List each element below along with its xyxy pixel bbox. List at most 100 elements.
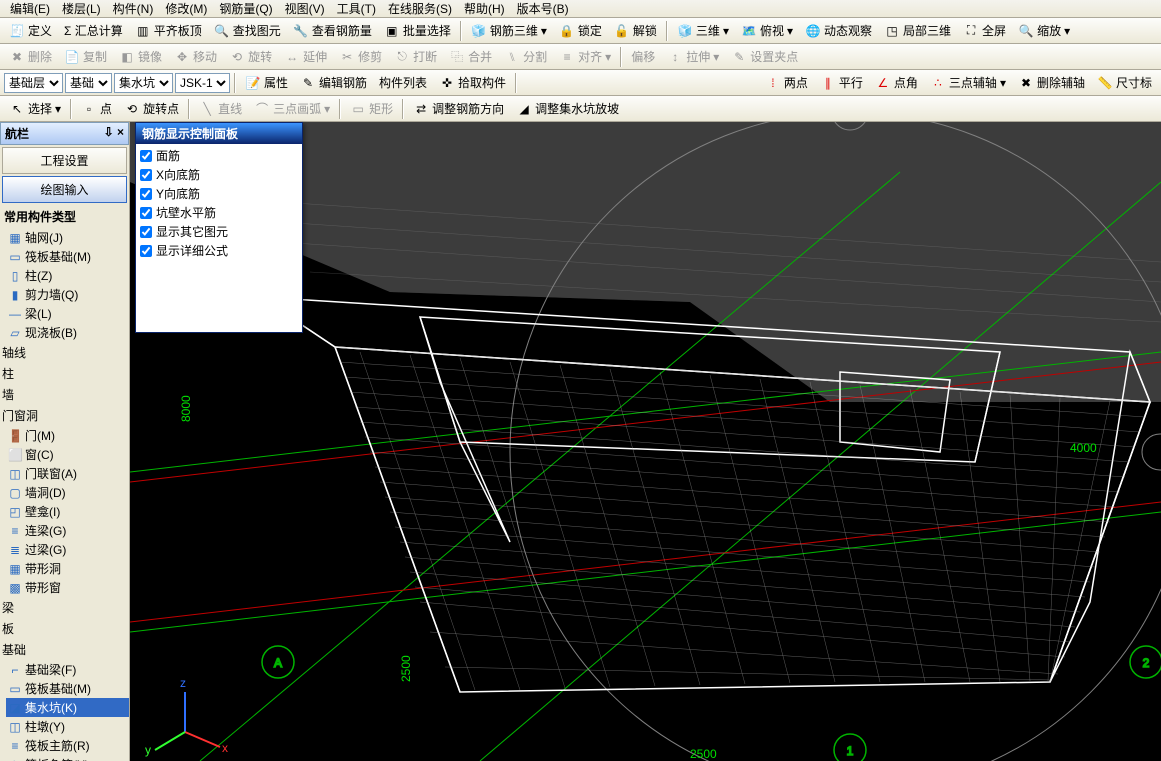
adjust-dir-button[interactable]: ⇄调整钢筋方向 [408,97,509,120]
break-button[interactable]: ⎋打断 [389,45,442,68]
tree-category[interactable]: 柱 [0,363,129,384]
tree-category[interactable]: 轴线 [0,342,129,363]
zoom-button[interactable]: 🔍缩放 ▾ [1013,19,1075,42]
split-button[interactable]: ⑊分割 [499,45,552,68]
stretch-button[interactable]: ↕拉伸 ▾ [662,45,724,68]
tree-category[interactable]: 墙 [0,384,129,405]
tree-item[interactable]: ◰壁龛(I) [6,502,129,521]
category-select[interactable]: 基础 [65,73,112,93]
top-view-button[interactable]: 🗺️俯视 ▾ [736,19,798,42]
tree-item[interactable]: ≢筏板负筋(X) [6,755,129,761]
tree-category[interactable]: 梁 [0,597,129,618]
rotpoint-button[interactable]: ⟲旋转点 [119,97,184,120]
tree-item[interactable]: ▭筏板基础(M) [6,247,129,266]
merge-button[interactable]: ⿻合并 [444,45,497,68]
twopoint-button[interactable]: ⁞两点 [760,71,813,94]
pin-icon[interactable]: ⇩ [104,125,114,139]
define-button[interactable]: 🧾定义 [4,19,57,42]
tree-item[interactable]: 🚪门(M) [6,426,129,445]
tree-item[interactable]: ≡筏板主筋(R) [6,736,129,755]
menu-view[interactable]: 视图(V) [279,0,331,17]
lock-button[interactable]: 🔒锁定 [554,19,607,42]
parallel-button[interactable]: ∥平行 [815,71,868,94]
menu-version[interactable]: 版本号(B) [511,0,575,17]
delete-button[interactable]: ✖删除 [4,45,57,68]
tree-category[interactable]: 基础 [0,639,129,660]
edit-rebar-button[interactable]: ✎编辑钢筋 [295,71,372,94]
pointangle-button[interactable]: ∠点角 [870,71,923,94]
rebar-display-item[interactable]: 显示详细公式 [138,241,300,260]
rebar-checkbox[interactable] [140,169,152,181]
component-list-button[interactable]: 构件列表 [374,71,432,94]
trim-button[interactable]: ✂修剪 [334,45,387,68]
menu-rebar[interactable]: 钢筋量(Q) [213,0,278,17]
fullscreen-button[interactable]: ⛶全屏 [958,19,1011,42]
tree-item[interactable]: ≡连梁(G) [6,521,129,540]
tree-item[interactable]: ▮剪力墙(Q) [6,285,129,304]
property-button[interactable]: 📝属性 [240,71,293,94]
tree-item[interactable]: ▱现浇板(B) [6,323,129,342]
tree-item[interactable]: ▯柱(Z) [6,266,129,285]
point-button[interactable]: ▫点 [76,97,117,120]
menu-modify[interactable]: 修改(M) [159,0,213,17]
rotate-button[interactable]: ⟲旋转 [224,45,277,68]
menu-floor[interactable]: 楼层(L) [56,0,107,17]
component-select[interactable]: 集水坑 [114,73,173,93]
setpoint-button[interactable]: ✎设置夹点 [726,45,803,68]
select-button[interactable]: ↖选择 ▾ [4,97,66,120]
adjust-slope-button[interactable]: ◢调整集水坑放坡 [511,97,624,120]
rebar-checkbox[interactable] [140,207,152,219]
move-button[interactable]: ✥移动 [169,45,222,68]
local3d-button[interactable]: ◳局部三维 [879,19,956,42]
menu-edit[interactable]: 编辑(E) [4,0,56,17]
find-button[interactable]: 🔍查找图元 [209,19,286,42]
mirror-button[interactable]: ◧镜像 [114,45,167,68]
tree-category[interactable]: 门窗洞 [0,405,129,426]
tree-item[interactable]: ≣过梁(G) [6,540,129,559]
tree-item[interactable]: ▦轴网(J) [6,228,129,247]
orbit-button[interactable]: 🌐动态观察 [800,19,877,42]
rebar-checkbox[interactable] [140,245,152,257]
offset-button[interactable]: 偏移 [626,45,660,68]
align-button[interactable]: ≡对齐 ▾ [554,45,616,68]
tree-item[interactable]: ▢墙洞(D) [6,483,129,502]
delete-aux-button[interactable]: ✖删除辅轴 [1013,71,1090,94]
rebar-display-item[interactable]: Y向底筋 [138,184,300,203]
dimension-button[interactable]: 📏尺寸标 [1092,71,1157,94]
tree-item[interactable]: ⬜窗(C) [6,445,129,464]
name-select[interactable]: JSK-1 [175,73,230,93]
menu-online[interactable]: 在线服务(S) [382,0,458,17]
rebar-display-panel[interactable]: 钢筋显示控制面板 面筋X向底筋Y向底筋坑壁水平筋显示其它图元显示详细公式 [135,122,303,333]
project-settings-button[interactable]: 工程设置 [2,147,127,174]
arc3-button[interactable]: ⌒三点画弧 ▾ [249,97,335,120]
batch-select-button[interactable]: ▣批量选择 [379,19,456,42]
rebar-display-item[interactable]: X向底筋 [138,165,300,184]
rebar-checkbox[interactable] [140,188,152,200]
rebar-checkbox[interactable] [140,226,152,238]
close-icon[interactable]: × [117,125,124,139]
copy-button[interactable]: 📄复制 [59,45,112,68]
tree-item[interactable]: ◫柱墩(Y) [6,717,129,736]
line-button[interactable]: ╲直线 [194,97,247,120]
3d-button[interactable]: 🧊三维 ▾ [672,19,734,42]
extend-button[interactable]: ↔延伸 [279,45,332,68]
tree-item[interactable]: ▦带形洞 [6,559,129,578]
threepoint-button[interactable]: ∴三点辅轴 ▾ [925,71,1011,94]
rebar-checkbox[interactable] [140,150,152,162]
unlock-button[interactable]: 🔓解锁 [609,19,662,42]
rebar-display-item[interactable]: 面筋 [138,146,300,165]
menu-tools[interactable]: 工具(T) [331,0,382,17]
tree-item[interactable]: ⌐基础梁(F) [6,660,129,679]
rebar-display-item[interactable]: 坑壁水平筋 [138,203,300,222]
rebar-display-item[interactable]: 显示其它图元 [138,222,300,241]
pick-component-button[interactable]: ✜拾取构件 [434,71,511,94]
sum-button[interactable]: Σ 汇总计算 [59,19,128,42]
draw-input-button[interactable]: 绘图输入 [2,176,127,203]
steel3d-button[interactable]: 🧊钢筋三维 ▾ [466,19,552,42]
menu-component[interactable]: 构件(N) [107,0,160,17]
tree-item[interactable]: ◪集水坑(K) [6,698,129,717]
flat-button[interactable]: ▥平齐板顶 [130,19,207,42]
tree-category[interactable]: 板 [0,618,129,639]
rect-button[interactable]: ▭矩形 [345,97,398,120]
menu-help[interactable]: 帮助(H) [458,0,511,17]
